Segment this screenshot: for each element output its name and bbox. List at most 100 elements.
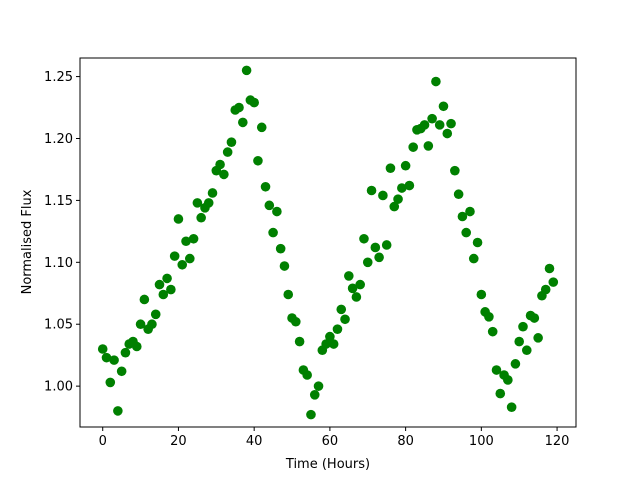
y-tick-label: 1.25: [44, 70, 73, 85]
data-point: [355, 279, 365, 290]
data-point: [325, 331, 335, 342]
data-point: [272, 206, 282, 217]
data-point: [131, 341, 142, 352]
x-tick-label: 120: [545, 434, 570, 449]
data-point: [219, 169, 229, 180]
y-axis-ticks: 1.00 1.05 1.10 1.15 1.20 1.25: [44, 70, 80, 395]
data-point: [181, 236, 191, 247]
data-point: [366, 185, 377, 196]
data-point: [347, 283, 358, 294]
y-tick-label: 1.20: [44, 132, 73, 147]
data-point: [510, 359, 521, 369]
data-point: [332, 324, 343, 334]
data-point: [393, 194, 403, 204]
x-tick-label: 60: [322, 434, 339, 449]
data-point: [521, 345, 532, 356]
data-point: [370, 242, 381, 253]
x-axis-label: Time (Hours): [285, 457, 370, 472]
data-point: [291, 316, 301, 327]
data-point: [427, 113, 437, 124]
x-axis-ticks: 0 20 40 60 80 100 120: [99, 427, 570, 449]
data-point: [487, 326, 498, 337]
data-point: [116, 366, 127, 377]
data-point: [476, 289, 487, 300]
y-tick-label: 1.05: [44, 318, 73, 333]
data-point: [453, 189, 464, 200]
data-point: [264, 200, 275, 211]
data-point: [283, 289, 294, 300]
data-point: [215, 159, 225, 170]
data-point: [533, 333, 543, 343]
data-point: [404, 180, 415, 191]
data-point: [279, 261, 290, 271]
data-point: [169, 251, 180, 261]
data-point: [306, 409, 316, 420]
data-point: [188, 233, 199, 244]
data-point: [374, 252, 384, 263]
data-point: [309, 390, 320, 400]
data-point: [431, 76, 441, 87]
data-point: [344, 271, 354, 281]
data-point: [434, 120, 445, 130]
data-point: [256, 122, 267, 133]
data-point: [468, 253, 479, 264]
y-tick-label: 1.00: [44, 380, 73, 395]
data-point: [173, 214, 184, 224]
data-point: [97, 344, 108, 354]
data-point: [423, 141, 434, 151]
data-point: [438, 101, 449, 112]
data-point: [450, 165, 460, 176]
data-point: [238, 117, 248, 128]
data-point: [147, 319, 157, 330]
x-tick-label: 20: [170, 434, 187, 449]
data-point: [166, 284, 176, 295]
data-point: [446, 118, 456, 129]
data-point: [260, 181, 271, 192]
data-point: [442, 128, 453, 139]
x-tick-label: 80: [397, 434, 414, 449]
data-point: [400, 160, 411, 171]
data-point: [419, 120, 430, 130]
data-point: [397, 183, 407, 193]
data-point: [162, 273, 172, 284]
data-point: [328, 339, 339, 349]
data-point: [109, 355, 119, 365]
data-point: [548, 277, 559, 287]
x-tick-label: 40: [246, 434, 263, 449]
data-point: [518, 321, 528, 332]
data-point: [158, 289, 169, 300]
data-point: [241, 65, 252, 76]
data-point: [529, 313, 540, 323]
x-tick-label: 100: [469, 434, 494, 449]
data-point: [491, 365, 502, 375]
data-point: [177, 259, 188, 270]
data-point: [484, 312, 494, 322]
data-point: [540, 284, 551, 295]
data-point: [461, 227, 472, 238]
data-point: [321, 339, 331, 349]
data-point: [253, 155, 263, 166]
data-point: [378, 190, 388, 201]
data-point: [150, 309, 161, 320]
data-point: [196, 212, 206, 223]
data-point: [101, 352, 112, 363]
data-point: [203, 198, 214, 208]
data-point: [226, 137, 237, 147]
data-point: [362, 257, 373, 268]
data-point: [234, 102, 244, 113]
data-point: [408, 142, 418, 152]
data-point: [472, 237, 483, 248]
data-point: [336, 304, 347, 315]
data-point: [249, 97, 259, 108]
y-axis-label: Normalised Flux: [20, 189, 35, 294]
data-point: [385, 163, 396, 173]
data-point: [503, 375, 513, 385]
data-point: [192, 198, 203, 208]
data-points: [97, 65, 559, 420]
x-tick-label: 0: [99, 434, 107, 449]
data-point: [514, 336, 525, 347]
data-point: [544, 263, 555, 274]
data-point: [340, 314, 350, 325]
data-point: [495, 388, 506, 399]
